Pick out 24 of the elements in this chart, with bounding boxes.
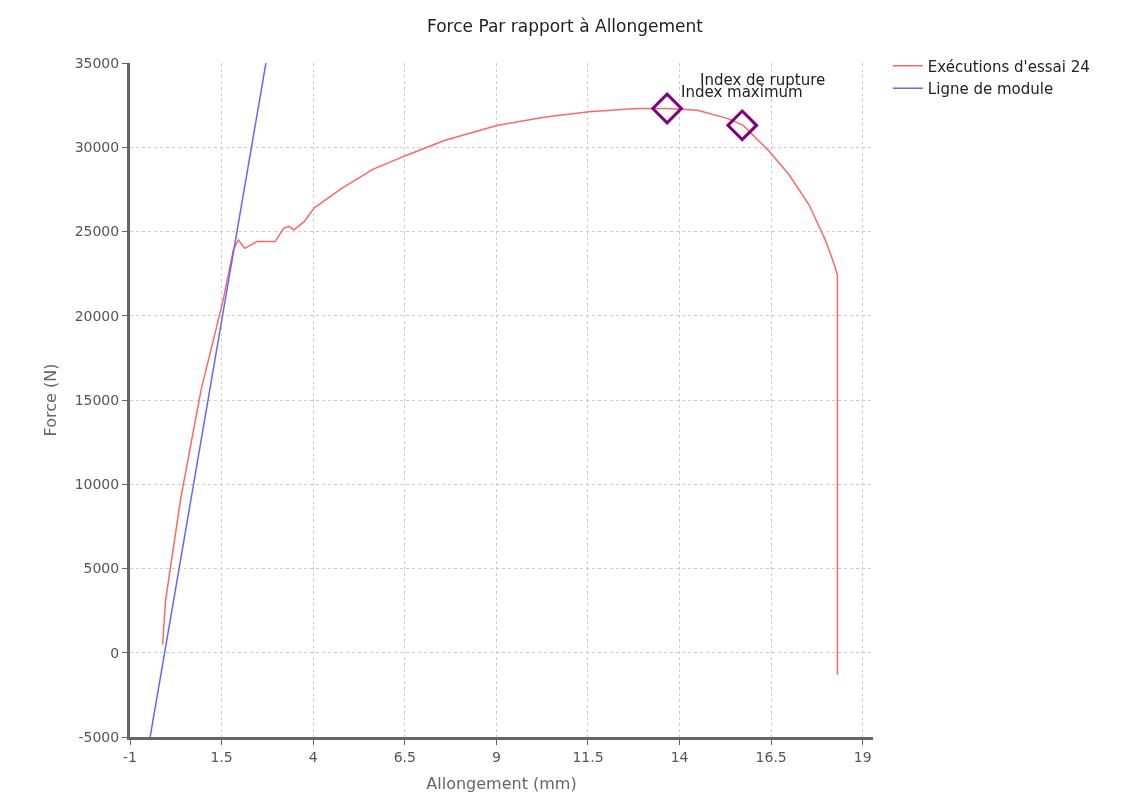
y-tick-label: 0 [110,644,120,661]
y-tick-label: -5000 [78,728,120,745]
legend-label: Exécutions d'essai 24 [927,57,1090,76]
x-tick-label: -1 [123,748,137,765]
line-series [161,107,839,676]
x-tick-label: 9 [491,748,501,765]
y-tick-label: 5000 [83,560,120,577]
y-axis-title: Force (N) [40,363,60,437]
y-tick-label: 10000 [74,476,120,493]
y-tick-label: 35000 [74,54,120,71]
x-tick-label: 1.5 [210,748,233,765]
x-tick-label: 19 [853,748,872,765]
y-tick-label: 30000 [74,139,120,156]
legend-label: Ligne de module [927,80,1054,99]
x-tick-label: 14 [670,748,689,765]
x-tick-label: 16.5 [755,748,787,765]
x-tick-label: 11.5 [572,748,604,765]
y-tick-label: 25000 [74,223,120,240]
chart-title: Force Par rapport à Allongement [427,16,704,37]
x-axis-title: Allongement (mm) [426,774,577,794]
y-tick-label: 20000 [74,307,120,324]
x-tick-label: 6.5 [393,748,416,765]
x-tick-label: 4 [308,748,318,765]
y-tick-label: 15000 [74,391,120,408]
